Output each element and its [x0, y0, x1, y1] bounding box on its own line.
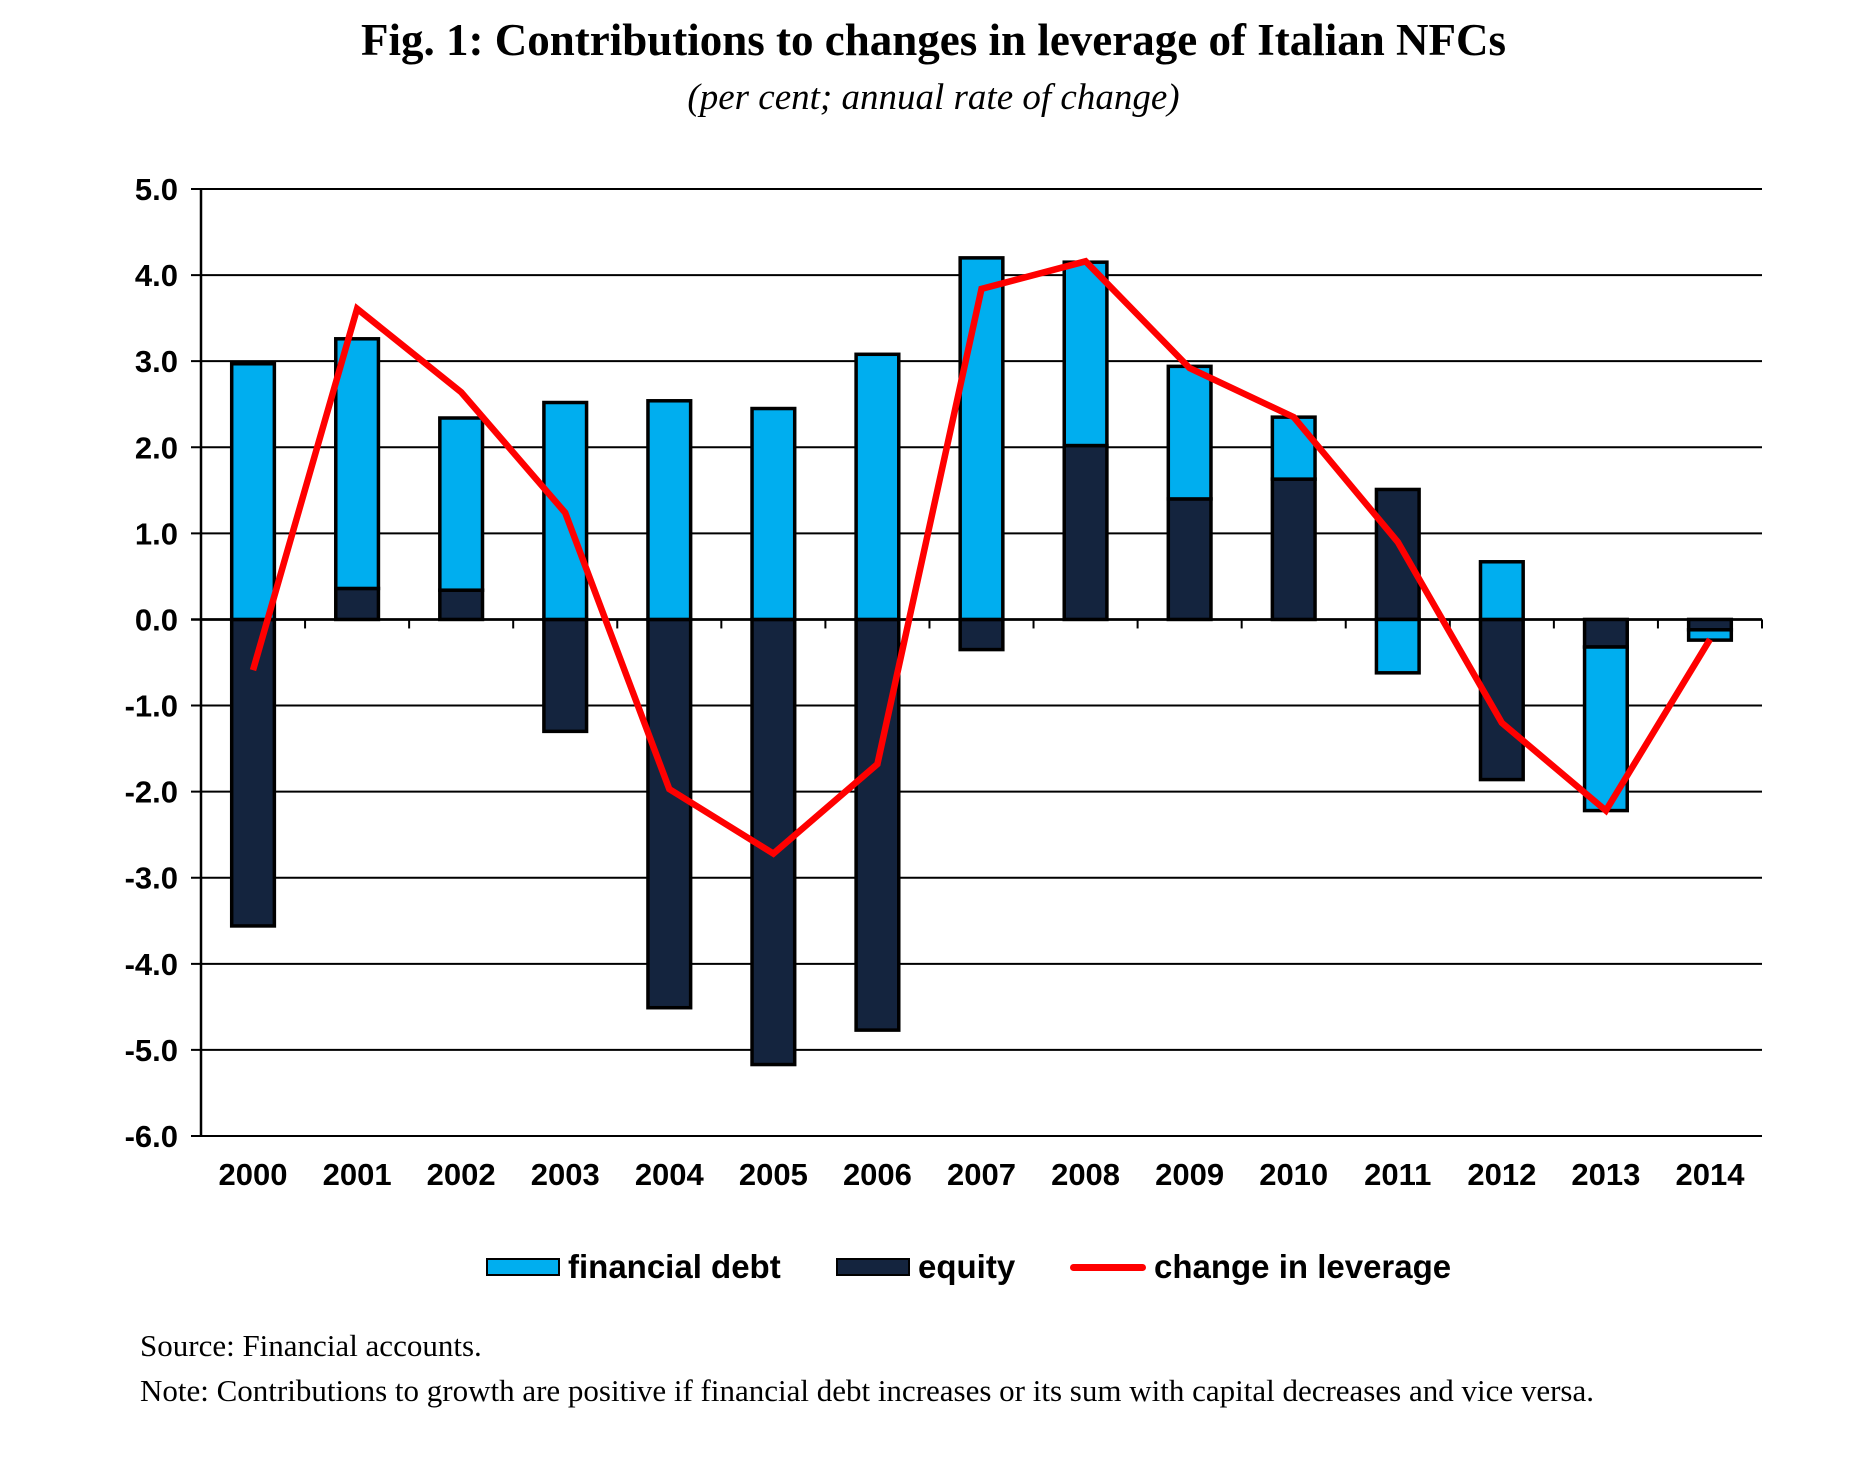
legend-swatch-equity [836, 1258, 910, 1276]
bar-equity-2001 [334, 586, 381, 622]
y-tick-label: 1.0 [135, 516, 178, 551]
chart-subtitle: (per cent; annual rate of change) [687, 77, 1180, 118]
y-tick-label: -3.0 [125, 861, 178, 896]
footnote: Note: Contributions to growth are positi… [140, 1373, 1594, 1408]
y-tick-label: -2.0 [125, 775, 178, 810]
bar-equity-2009 [1166, 497, 1213, 622]
x-tick-label: 2012 [1467, 1157, 1536, 1192]
x-tick-label: 2006 [843, 1157, 912, 1192]
x-tick-label: 2005 [739, 1157, 808, 1192]
legend-line-change-in-leverage [1070, 1263, 1146, 1271]
chart-canvas: 5.0 4.0 3.0 2.0 1.0 0.0 -1.0 -2.0 -3.0 -4.0 -5.0 -6… [125, 172, 1763, 1192]
bar-financial-debt-2005 [750, 406, 797, 622]
bar-financial-debt-2012 [1478, 560, 1525, 622]
bar-equity-2010 [1270, 477, 1317, 622]
y-tick-label: 2.0 [135, 430, 178, 465]
bar-equity-2013 [1582, 617, 1629, 649]
x-tick-label: 2000 [219, 1157, 288, 1192]
y-tick-label: 3.0 [135, 344, 178, 379]
bar-financial-debt-2002 [438, 416, 485, 592]
y-tick-label: -5.0 [125, 1033, 178, 1068]
bar-financial-debt-2011 [1374, 617, 1421, 675]
leverage-line [249, 257, 1713, 858]
bar-financial-debt-2009 [1166, 364, 1213, 501]
legend-item-change-in-leverage: change in leverage [1070, 1247, 1451, 1287]
chart-title: Fig. 1: Contributions to changes in leve… [361, 15, 1506, 65]
x-tick-label: 2008 [1051, 1157, 1120, 1192]
bar-equity-2007 [958, 617, 1005, 652]
y-tick-label: 5.0 [135, 172, 178, 207]
leverage-line-layer [249, 257, 1713, 858]
bar-financial-debt-2004 [646, 399, 693, 622]
legend-label: equity [918, 1248, 1016, 1285]
x-tick-label: 2002 [427, 1157, 496, 1192]
bar-financial-debt-2013 [1582, 645, 1629, 813]
y-tick-label: -6.0 [125, 1119, 178, 1154]
bar-equity-2004 [646, 617, 693, 1010]
bar-equity-2011 [1374, 487, 1421, 622]
bar-equity-2003 [542, 617, 589, 734]
axes [199, 189, 1763, 1136]
bar-equity-2002 [438, 588, 485, 622]
x-tick-label: 2013 [1571, 1157, 1640, 1192]
y-tick-label: -1.0 [125, 689, 178, 724]
source-note: Source: Financial accounts. [140, 1328, 482, 1363]
x-tick-label: 2009 [1155, 1157, 1224, 1192]
legend-item-financial-debt: financial debt [486, 1247, 781, 1287]
legend-label: change in leverage [1154, 1248, 1452, 1285]
legend-label: financial debt [568, 1248, 781, 1285]
x-axis-labels: 2000 2001 2002 2003 2004 2005 2006 2007 2008 2009… [219, 1157, 1746, 1192]
legend-swatch-financial-debt [486, 1258, 560, 1276]
y-tick-label: 4.0 [135, 258, 178, 293]
bar-equity-2008 [1062, 443, 1109, 622]
bar-financial-debt-2006 [854, 352, 901, 622]
legend-item-equity: equity [836, 1247, 1015, 1287]
x-tick-label: 2010 [1259, 1157, 1328, 1192]
bar-financial-debt-2014 [1686, 628, 1734, 642]
bar-financial-debt-2008 [1062, 260, 1109, 448]
bar-financial-debt-2010 [1270, 415, 1317, 481]
legend: financial debt equity change in leverage [0, 1247, 1867, 1287]
x-tick-label: 2014 [1675, 1157, 1745, 1192]
bar-financial-debt-2001 [334, 337, 381, 591]
x-tick-label: 2011 [1364, 1157, 1431, 1192]
x-tick-label: 2001 [323, 1157, 392, 1192]
bars [229, 256, 1734, 1067]
y-tick-label: -4.0 [125, 947, 178, 982]
y-tick-label: 0.0 [135, 602, 178, 637]
x-tick-label: 2004 [635, 1157, 705, 1192]
x-tick-label: 2007 [947, 1157, 1016, 1192]
x-tick-label: 2003 [531, 1157, 600, 1192]
bar-financial-debt-2007 [958, 256, 1005, 622]
bar-financial-debt-2000 [229, 362, 277, 622]
y-axis-labels: 5.0 4.0 3.0 2.0 1.0 0.0 -1.0 -2.0 -3.0 -4.0 -5.0 -6… [125, 172, 178, 1154]
